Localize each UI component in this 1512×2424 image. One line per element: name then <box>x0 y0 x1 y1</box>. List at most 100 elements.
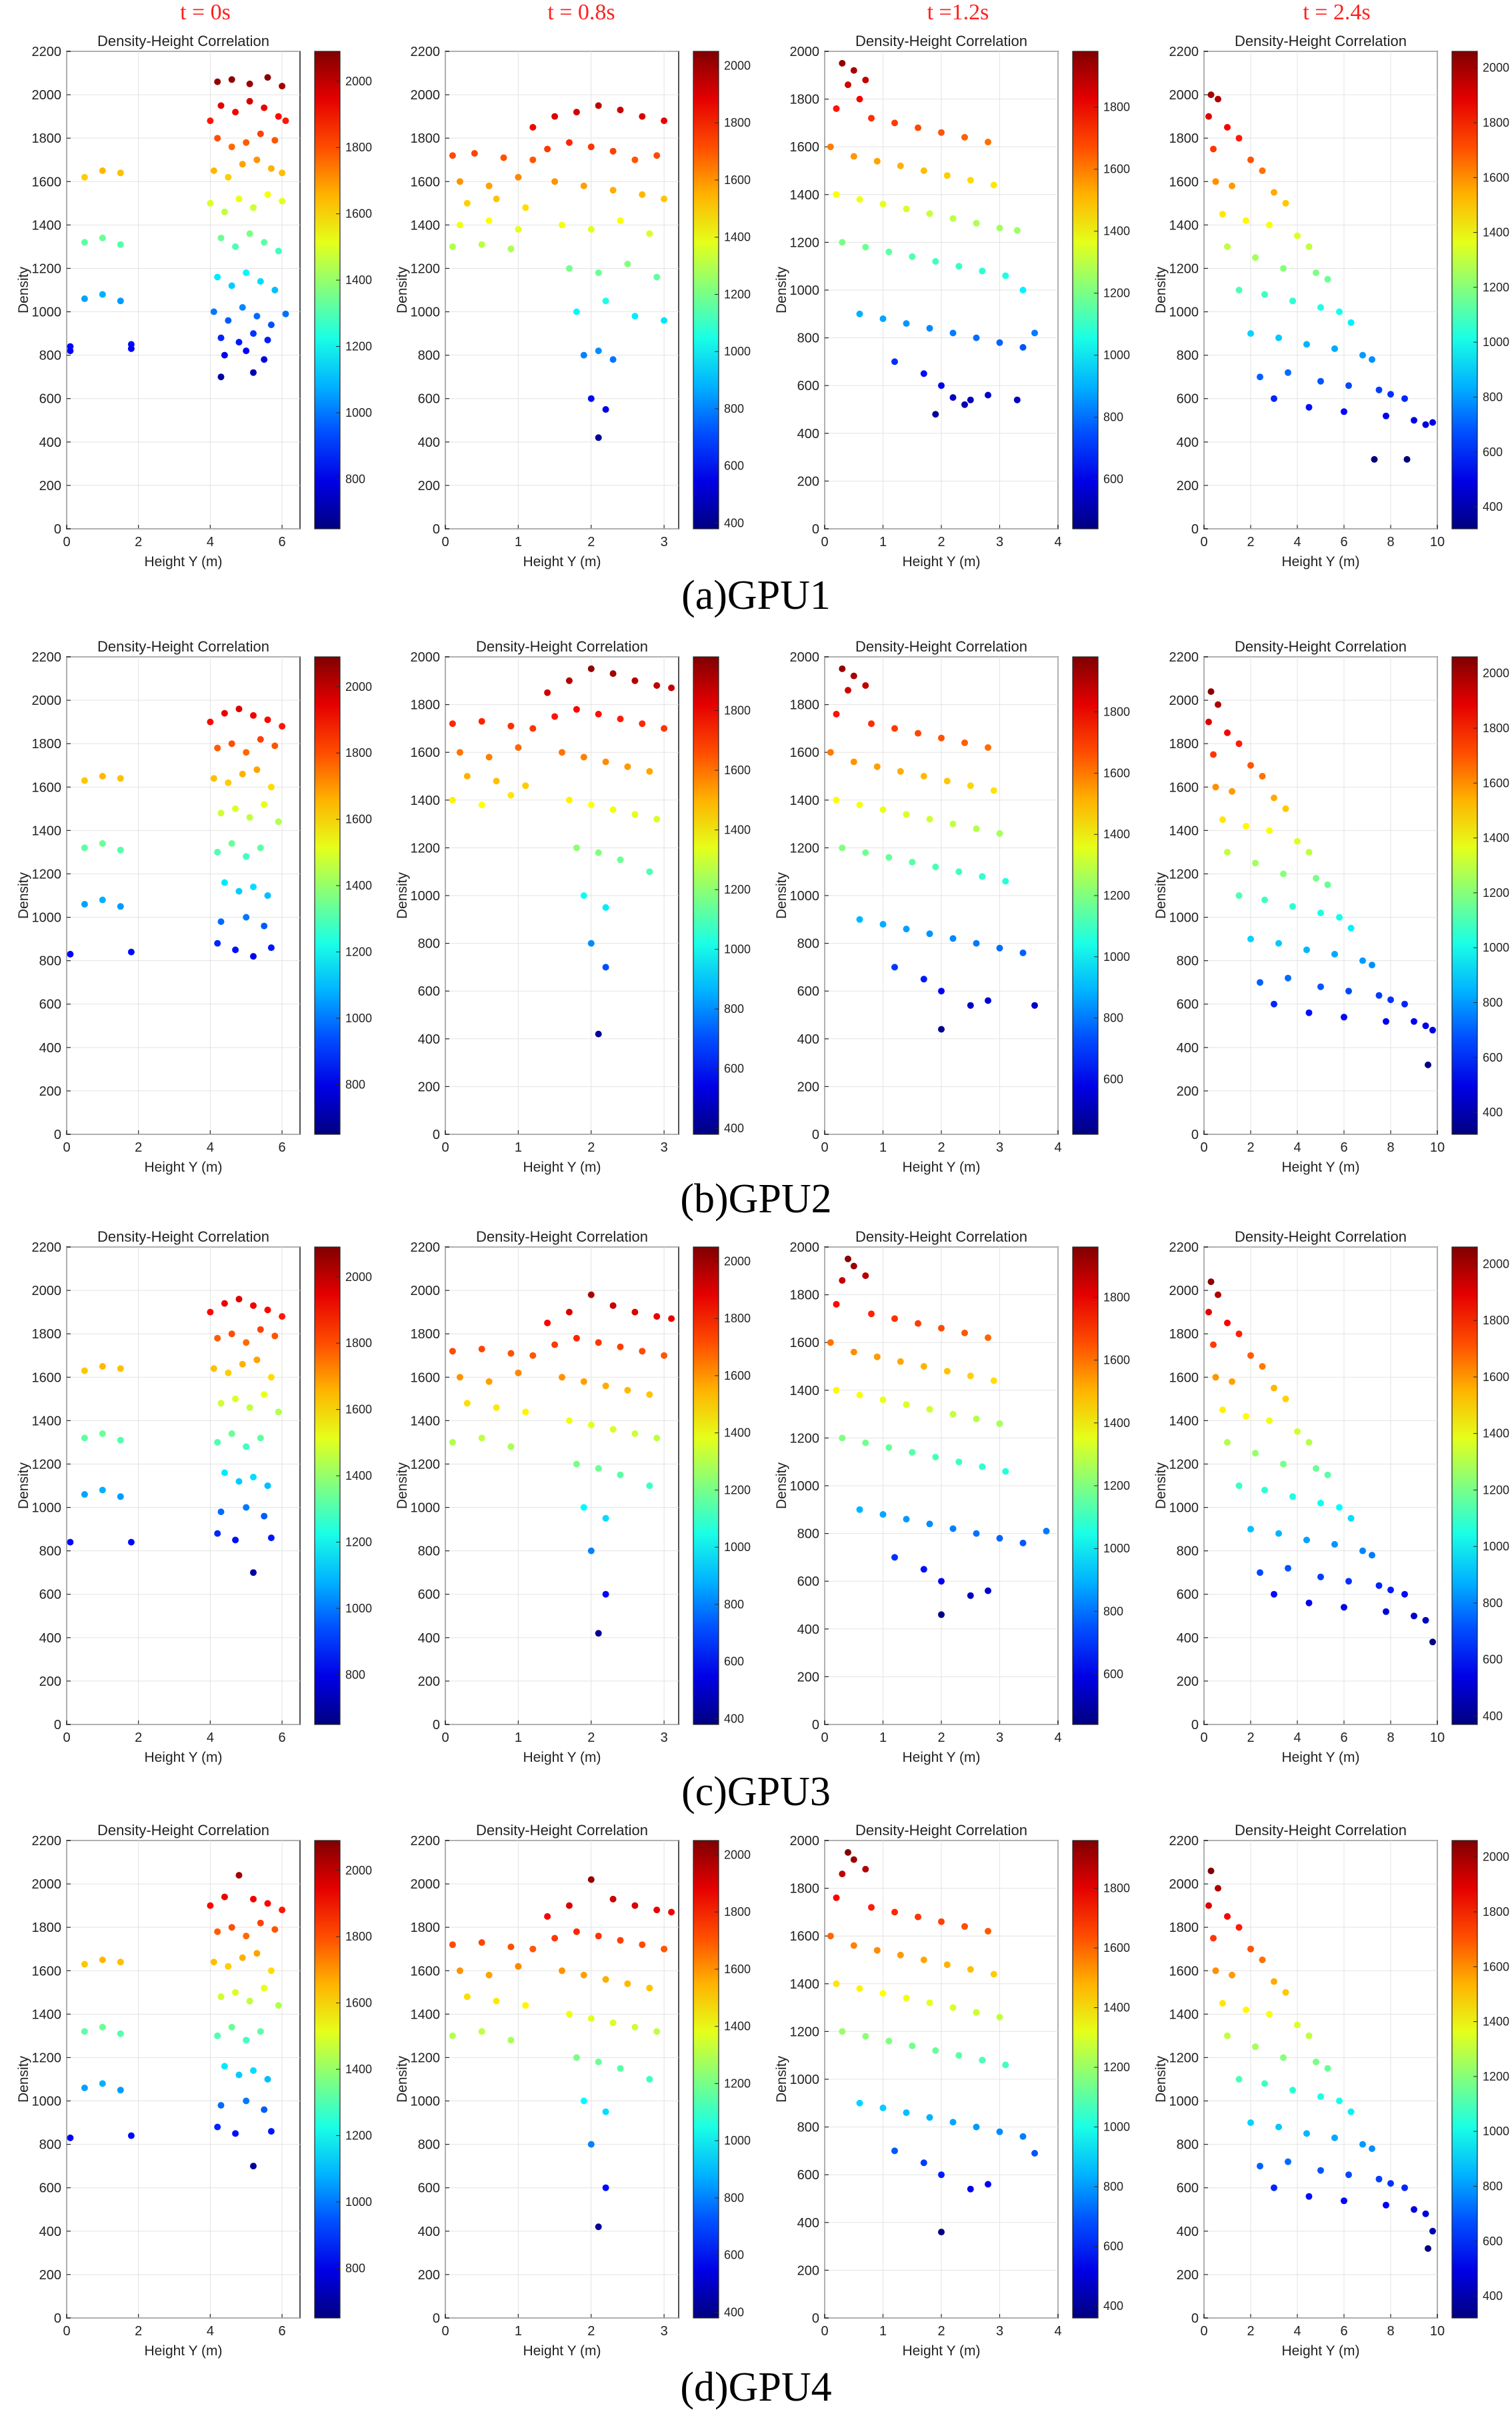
data-point <box>1369 1552 1375 1559</box>
data-point <box>602 1514 609 1522</box>
data-point <box>932 1454 939 1460</box>
y-tick-label: 1400 <box>411 218 441 233</box>
x-tick-label: 4 <box>1054 1140 1061 1155</box>
data-point <box>967 1002 974 1009</box>
data-point <box>617 2065 624 2072</box>
y-tick-label: 0 <box>812 1128 819 1142</box>
data-point <box>232 1395 239 1402</box>
y-tick-label: 600 <box>797 379 819 393</box>
y-tick-label: 200 <box>418 1080 440 1094</box>
data-point <box>639 1348 646 1355</box>
data-point <box>1215 1885 1221 1892</box>
data-point <box>478 2028 485 2035</box>
y-tick-label: 200 <box>797 1670 819 1684</box>
data-point <box>1411 2206 1417 2213</box>
data-point <box>217 1993 225 2001</box>
data-point <box>624 1980 631 1987</box>
data-point <box>1207 688 1215 696</box>
plot-title: Density-Height Correlation <box>476 638 648 655</box>
data-point <box>117 1365 124 1372</box>
data-point <box>1224 123 1231 131</box>
data-point <box>602 2184 609 2191</box>
data-point <box>938 129 945 136</box>
data-point <box>833 710 840 718</box>
data-point <box>661 1352 668 1359</box>
data-point <box>1031 2150 1038 2157</box>
data-point <box>507 1350 515 1357</box>
row-caption-gpu2: (b)GPU2 <box>680 1176 832 1222</box>
colorbar <box>1072 1840 1099 2319</box>
x-tick-label: 2 <box>135 1730 142 1745</box>
data-point <box>243 347 250 355</box>
data-point <box>862 77 869 83</box>
data-point <box>932 258 939 265</box>
data-point <box>973 2009 980 2016</box>
y-tick-label: 1600 <box>411 1370 441 1385</box>
data-point <box>938 988 945 995</box>
plot-area <box>445 51 679 529</box>
data-point <box>1271 794 1277 802</box>
data-point <box>507 722 515 730</box>
data-point <box>1285 974 1291 982</box>
data-point <box>81 1491 88 1498</box>
data-point <box>221 1300 228 1307</box>
data-point <box>1305 2032 1313 2039</box>
data-point <box>1313 875 1319 882</box>
data-point <box>891 725 898 732</box>
y-tick-label: 1600 <box>790 746 820 760</box>
data-point <box>1247 762 1254 769</box>
data-point <box>920 773 927 780</box>
data-point <box>1207 1278 1215 1286</box>
colorbar-tick-label: 1200 <box>724 287 751 301</box>
y-axis-label: Density <box>395 872 410 919</box>
data-point <box>856 310 863 317</box>
data-point <box>257 736 264 743</box>
data-point <box>235 1296 243 1303</box>
data-point <box>1305 1599 1313 1606</box>
data-point <box>1336 914 1343 921</box>
data-point <box>565 796 573 804</box>
data-point <box>529 123 537 131</box>
colorbar-tick-label: 1000 <box>724 943 751 956</box>
colorbar-tick-label: 1400 <box>1483 832 1509 845</box>
data-point <box>967 396 974 403</box>
data-point <box>214 848 221 856</box>
data-point <box>573 1334 580 1342</box>
data-point <box>903 2109 910 2117</box>
data-point <box>1247 1945 1254 1953</box>
data-point <box>1331 950 1338 958</box>
row-caption-gpu3: (c)GPU3 <box>681 1769 831 1814</box>
data-point <box>856 196 863 203</box>
data-point <box>873 157 881 165</box>
data-point <box>228 1430 235 1437</box>
y-tick-label: 1200 <box>411 841 441 856</box>
y-tick-label: 400 <box>1177 1631 1199 1646</box>
x-tick-label: 1 <box>515 1730 522 1745</box>
y-tick-label: 400 <box>39 1631 61 1646</box>
data-point <box>232 243 239 250</box>
colorbar-tick-label: 1000 <box>724 1540 751 1554</box>
data-point <box>99 840 106 847</box>
data-point <box>926 816 933 823</box>
data-point <box>246 1997 253 2005</box>
data-point <box>264 716 271 724</box>
data-point <box>99 1957 106 1963</box>
data-point <box>879 806 887 814</box>
data-point <box>1359 957 1366 964</box>
data-point <box>979 2057 986 2064</box>
data-point <box>81 2028 88 2035</box>
data-point <box>565 139 573 146</box>
data-point <box>609 147 617 155</box>
data-point <box>1259 1363 1266 1370</box>
data-point <box>949 329 957 337</box>
data-point <box>909 253 916 260</box>
x-axis-label: Height Y (m) <box>902 2343 980 2359</box>
colorbar-tick-label: 1000 <box>1483 941 1509 954</box>
y-tick-label: 200 <box>1177 1084 1199 1099</box>
colorbar-tick-label: 1200 <box>1103 287 1130 300</box>
x-tick-label: 0 <box>1200 2324 1207 2339</box>
data-point <box>267 1967 275 1975</box>
data-point <box>551 1935 559 1942</box>
plot-title: Density-Height Correlation <box>855 1822 1027 1839</box>
y-tick-label: 400 <box>418 1032 440 1047</box>
